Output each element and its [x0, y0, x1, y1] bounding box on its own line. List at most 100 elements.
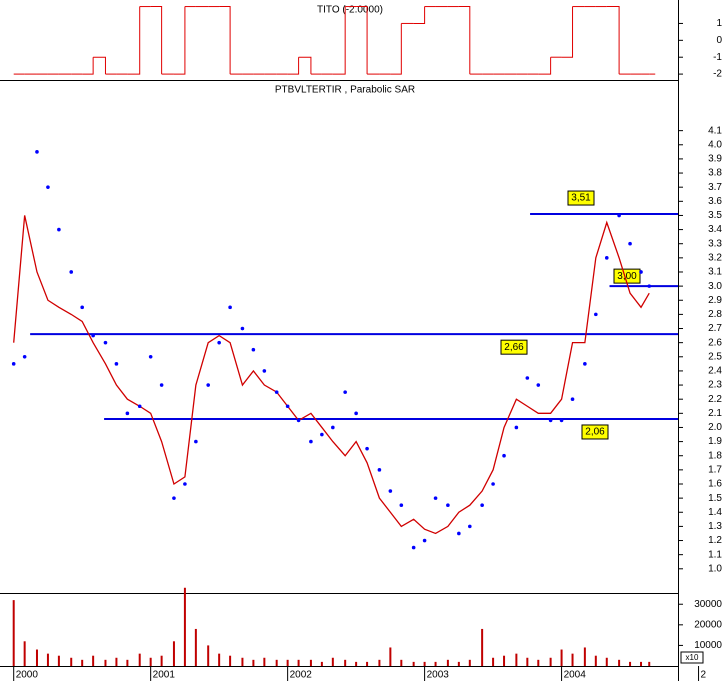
sar-dot [69, 270, 74, 274]
y-tick-label: 20000 [694, 619, 722, 630]
y-tick-label: -2 [713, 69, 722, 80]
level-label: 2,66 [504, 342, 524, 353]
y-tick-label: 2.6 [708, 337, 722, 348]
level-label: 2,06 [585, 427, 605, 438]
volume-bar [640, 661, 643, 666]
y-tick-label: 2.0 [708, 422, 722, 433]
sar-dot [125, 411, 130, 416]
indicator-step [219, 6, 231, 75]
sar-dot [594, 312, 598, 317]
indicator-step [538, 57, 552, 75]
volume-bar [537, 659, 540, 666]
volume-bar [400, 659, 403, 666]
volume-bar [172, 641, 175, 666]
sar-dot [604, 256, 609, 260]
volume-bar [81, 659, 84, 666]
volume-bar [183, 587, 186, 666]
sar-dot [411, 545, 416, 550]
volume-bar [648, 661, 651, 666]
volume-bar [618, 659, 621, 666]
volume-bar [389, 647, 392, 666]
volume-bar [492, 657, 495, 666]
sar-dot [251, 347, 256, 352]
y-tick-label: 1.1 [708, 549, 722, 560]
volume-bar [92, 655, 95, 666]
y-tick-label: 2.9 [708, 295, 722, 306]
y-tick-label: 2.2 [708, 394, 722, 405]
volume-bar [218, 653, 221, 666]
y-tick-label: 3.8 [708, 168, 722, 179]
sar-dot [57, 227, 61, 232]
volume-bar [423, 661, 426, 666]
sar-dot [285, 404, 290, 409]
volume-bar [104, 659, 107, 666]
sar-dot [422, 538, 427, 543]
sar-dot [628, 241, 632, 246]
indicator-step [606, 6, 620, 75]
indicator-step [390, 23, 402, 75]
indicator-step [173, 6, 186, 75]
volume-bar [57, 655, 60, 666]
sar-dot [35, 150, 39, 154]
y-tick-label: 2.8 [708, 309, 722, 320]
sar-dot [559, 418, 564, 423]
sar-dot [570, 397, 575, 401]
sar-dot [457, 531, 461, 536]
x-tick-label: 2003 [427, 670, 450, 681]
sar-dot [91, 333, 95, 338]
sar-dot [103, 340, 108, 345]
sar-dot [217, 340, 221, 345]
sar-dot [262, 369, 267, 373]
volume-bar [571, 653, 574, 666]
y-tick-label: 1.3 [708, 521, 722, 532]
level-label: 3,00 [617, 271, 637, 282]
sar-dot [468, 524, 472, 529]
level-label: 3,51 [571, 193, 591, 204]
volume-bar [629, 661, 632, 666]
sar-dot [491, 482, 495, 486]
x-tick-label: 2004 [564, 670, 587, 681]
volume-bar [481, 628, 484, 666]
y-tick-label: 3.3 [708, 238, 722, 249]
sar-dot [46, 185, 50, 189]
volume-bar [309, 659, 312, 666]
indicator-step [458, 6, 471, 75]
indicator-step [82, 57, 94, 75]
y-tick-label: 1.6 [708, 479, 722, 490]
volume-bar [229, 655, 232, 666]
volume-bar [297, 659, 300, 666]
y-tick-label: 0 [716, 35, 722, 46]
sar-dot [647, 284, 652, 288]
sar-dot [194, 439, 198, 444]
y-tick-label: 1.5 [708, 493, 722, 504]
volume-bar [115, 657, 118, 666]
unit-label: x10 [686, 653, 699, 662]
y-tick-label: 2.4 [708, 366, 722, 377]
sar-dot [274, 390, 279, 394]
volume-bar [560, 649, 563, 666]
y-tick-label: 3.9 [708, 154, 722, 165]
unit-box [680, 651, 704, 664]
sar-dot [354, 411, 358, 416]
volume-bar [12, 600, 15, 666]
sar-dot [137, 404, 142, 409]
y-tick-label: -1 [713, 52, 722, 63]
volume-bar [46, 653, 49, 666]
y-tick-label: 3.6 [708, 196, 722, 207]
volume-bar [355, 661, 358, 666]
volume-bar [526, 657, 529, 666]
volume-bar [263, 657, 266, 666]
x-tick-label: 2 [701, 670, 707, 681]
volume-bar [149, 657, 152, 666]
sar-dot [309, 439, 313, 444]
sar-dot [148, 354, 153, 359]
sar-dot [296, 418, 301, 423]
sar-dot [183, 482, 187, 486]
volume-bar [35, 649, 38, 666]
sar-dot [583, 362, 587, 366]
y-tick-label: 10000 [694, 640, 722, 651]
indicator-step [127, 6, 141, 75]
volume-bar [70, 657, 73, 666]
sar-dot [228, 305, 232, 310]
